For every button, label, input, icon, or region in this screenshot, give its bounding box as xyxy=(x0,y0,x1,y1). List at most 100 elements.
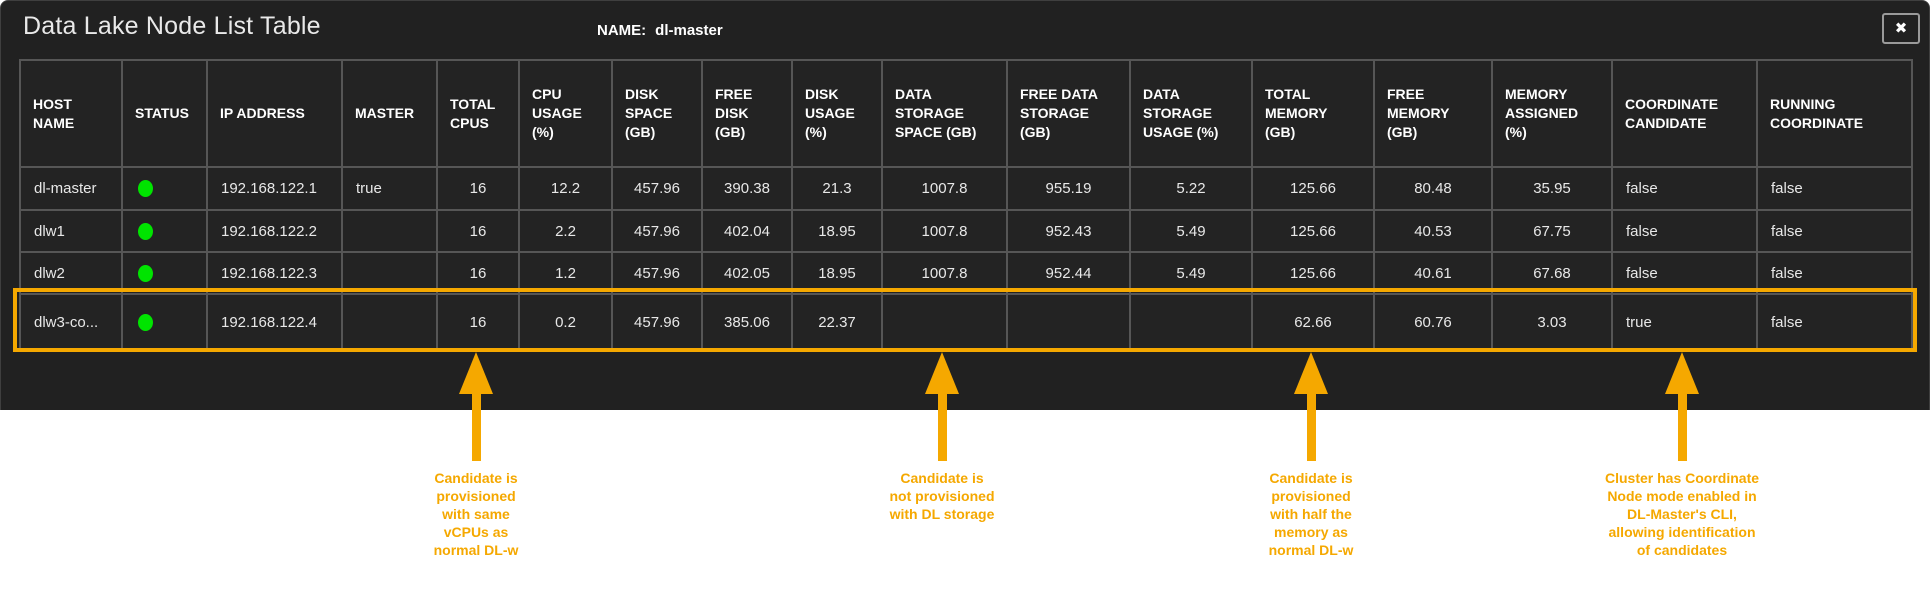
cell-data-storage-usage: 5.49 xyxy=(1129,209,1253,253)
cell-ip-address: 192.168.122.1 xyxy=(206,166,343,211)
cell-disk-space: 457.96 xyxy=(611,293,703,351)
cell-total-memory: 62.66 xyxy=(1251,293,1375,351)
column-header-data-storage-usage: DATA STORAGE USAGE (%) xyxy=(1129,59,1253,168)
cell-memory-assigned: 67.68 xyxy=(1491,251,1613,295)
up-arrow-icon xyxy=(1293,352,1329,461)
annotation-total-cpus: Candidate is provisioned with same vCPUs… xyxy=(356,352,596,559)
cell-data-storage-usage: 5.49 xyxy=(1129,251,1253,295)
cell-coordinate-candidate: true xyxy=(1611,293,1758,351)
cell-disk-space: 457.96 xyxy=(611,209,703,253)
column-header-total-cpus: TOTAL CPUS xyxy=(436,59,520,168)
up-arrow-icon xyxy=(1664,352,1700,461)
selected-node-name: NAME: dl-master xyxy=(597,22,723,39)
status-online-icon xyxy=(138,264,153,282)
cell-total-cpus: 16 xyxy=(436,209,520,253)
column-header-data-storage-space: DATA STORAGE SPACE (GB) xyxy=(881,59,1008,168)
cell-total-memory: 125.66 xyxy=(1251,209,1375,253)
status-online-icon xyxy=(138,180,153,198)
column-header-running-coordinate: RUNNING COORDINATE xyxy=(1756,59,1913,168)
column-header-total-memory: TOTAL MEMORY (GB) xyxy=(1251,59,1375,168)
cell-total-memory: 125.66 xyxy=(1251,251,1375,295)
cell-disk-usage: 18.95 xyxy=(791,251,883,295)
cell-ip-address: 192.168.122.2 xyxy=(206,209,343,253)
cell-running-coordinate: false xyxy=(1756,166,1913,211)
cell-status xyxy=(121,293,208,351)
cell-data-storage-space: 1007.8 xyxy=(881,209,1008,253)
column-header-disk-space: DISK SPACE (GB) xyxy=(611,59,703,168)
cell-host-name: dl-master xyxy=(19,166,123,211)
status-online-icon xyxy=(138,222,153,240)
cell-free-disk: 385.06 xyxy=(701,293,793,351)
name-value: dl-master xyxy=(655,22,723,39)
cell-master xyxy=(341,293,438,351)
cell-memory-assigned: 67.75 xyxy=(1491,209,1613,253)
annotation-text: Candidate is provisioned with half the m… xyxy=(1268,470,1354,558)
cell-running-coordinate: false xyxy=(1756,209,1913,253)
cell-free-data-storage: 952.44 xyxy=(1006,251,1131,295)
close-button[interactable]: ✖ xyxy=(1882,13,1920,44)
cell-status xyxy=(121,209,208,253)
close-icon: ✖ xyxy=(1894,19,1908,37)
cell-memory-assigned: 3.03 xyxy=(1491,293,1613,351)
cell-free-data-storage xyxy=(1006,293,1131,351)
cell-running-coordinate: false xyxy=(1756,251,1913,295)
cell-cpu-usage: 1.2 xyxy=(518,251,613,295)
cell-master xyxy=(341,209,438,253)
cell-host-name: dlw1 xyxy=(19,209,123,253)
cell-data-storage-usage: 5.22 xyxy=(1129,166,1253,211)
up-arrow-icon xyxy=(924,352,960,461)
dialog-titlebar: Data Lake Node List Table NAME: dl-master… xyxy=(1,1,1929,59)
cell-free-disk: 390.38 xyxy=(701,166,793,211)
cell-disk-space: 457.96 xyxy=(611,251,703,295)
page-title: Data Lake Node List Table xyxy=(23,12,321,40)
column-header-memory-assigned: MEMORY ASSIGNED (%) xyxy=(1491,59,1613,168)
cell-free-disk: 402.05 xyxy=(701,251,793,295)
cell-running-coordinate: false xyxy=(1756,293,1913,351)
status-online-icon xyxy=(138,313,153,331)
cell-data-storage-usage xyxy=(1129,293,1253,351)
cell-disk-space: 457.96 xyxy=(611,166,703,211)
cell-free-disk: 402.04 xyxy=(701,209,793,253)
table-row[interactable]: dlw1 192.168.122.2 16 2.2 457.96 402.04 18.95 1… xyxy=(19,209,1913,253)
cell-data-storage-space: 1007.8 xyxy=(881,166,1008,211)
column-header-cpu-usage: CPU USAGE (%) xyxy=(518,59,613,168)
column-header-free-memory: FREE MEMORY (GB) xyxy=(1373,59,1493,168)
cell-total-cpus: 16 xyxy=(436,251,520,295)
cell-master: true xyxy=(341,166,438,211)
table-row[interactable]: dlw2 192.168.122.3 16 1.2 457.96 402.05 18.95 1… xyxy=(19,251,1913,295)
table-row[interactable]: dl-master 192.168.122.1 true 16 12.2 457.96 39… xyxy=(19,166,1913,211)
cell-data-storage-space: 1007.8 xyxy=(881,251,1008,295)
name-label: NAME: xyxy=(597,22,647,39)
cell-coordinate-candidate: false xyxy=(1611,209,1758,253)
cell-total-cpus: 16 xyxy=(436,293,520,351)
annotation-coordinate-candidate: Cluster has Coordinate Node mode enabled… xyxy=(1562,352,1802,559)
cell-cpu-usage: 2.2 xyxy=(518,209,613,253)
cell-host-name: dlw3-co... xyxy=(19,293,123,351)
cell-total-cpus: 16 xyxy=(436,166,520,211)
cell-coordinate-candidate: false xyxy=(1611,251,1758,295)
column-header-ip-address: IP ADDRESS xyxy=(206,59,343,168)
annotation-data-storage: Candidate is not provisioned with DL sto… xyxy=(822,352,1062,523)
cell-free-data-storage: 955.19 xyxy=(1006,166,1131,211)
table-row[interactable]: dlw3-co... 192.168.122.4 16 0.2 457.96 385.06… xyxy=(19,293,1913,351)
cell-disk-usage: 18.95 xyxy=(791,209,883,253)
cell-data-storage-space xyxy=(881,293,1008,351)
annotation-text: Cluster has Coordinate Node mode enabled… xyxy=(1604,470,1760,558)
column-header-disk-usage: DISK USAGE (%) xyxy=(791,59,883,168)
cell-disk-usage: 21.3 xyxy=(791,166,883,211)
cell-ip-address: 192.168.122.4 xyxy=(206,293,343,351)
cell-free-memory: 60.76 xyxy=(1373,293,1493,351)
column-header-status: STATUS xyxy=(121,59,208,168)
cell-free-memory: 80.48 xyxy=(1373,166,1493,211)
cell-status xyxy=(121,251,208,295)
cell-memory-assigned: 35.95 xyxy=(1491,166,1613,211)
cell-ip-address: 192.168.122.3 xyxy=(206,251,343,295)
annotation-text: Candidate is not provisioned with DL sto… xyxy=(889,470,995,522)
column-header-free-disk: FREE DISK (GB) xyxy=(701,59,793,168)
cell-master xyxy=(341,251,438,295)
column-header-coordinate-candidate: COORDINATE CANDIDATE xyxy=(1611,59,1758,168)
cell-coordinate-candidate: false xyxy=(1611,166,1758,211)
column-header-host-name: HOST NAME xyxy=(19,59,123,168)
node-list-dialog: Data Lake Node List Table NAME: dl-master… xyxy=(0,0,1930,410)
